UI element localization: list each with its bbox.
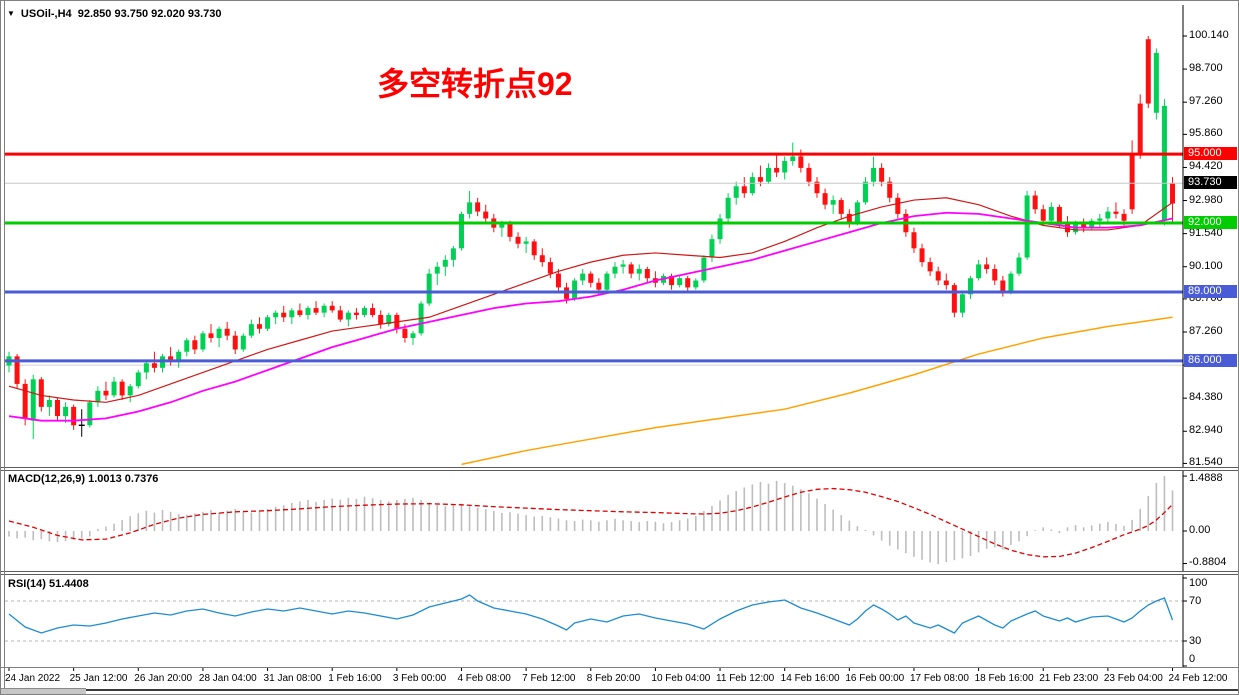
symbol-header: ▼ USOil-,H4 92.850 93.750 92.020 93.730: [7, 8, 222, 20]
time-axis-label: 21 Feb 23:00: [1039, 673, 1099, 684]
time-axis-label: 11 Feb 12:00: [716, 673, 775, 684]
rsi-axis-label: 100: [1189, 577, 1208, 589]
price-axis-label: 95.860: [1189, 127, 1223, 140]
time-axis-label: 18 Feb 16:00: [974, 673, 1034, 684]
window-bottom-border: [1, 689, 1238, 691]
time-axis-label: 17 Feb 08:00: [909, 673, 969, 684]
rsi-bottom-border: [1, 667, 1238, 668]
time-axis-label: 3 Feb 00:00: [392, 673, 447, 684]
macd-axis-label: -0.8804: [1189, 556, 1227, 569]
price-line-badge: 95.000: [1184, 147, 1237, 161]
price-line-badge: 86.000: [1184, 353, 1237, 367]
rsi-axis-label: 30: [1189, 635, 1202, 647]
price-line-badge: 93.730: [1184, 176, 1237, 190]
time-axis-label: 26 Jan 20:00: [134, 673, 193, 684]
macd-label: MACD(12,26,9) 1.0013 0.7376: [8, 473, 159, 485]
macd-axis-label: 0.00: [1189, 524, 1211, 536]
time-axis-label: 24 Jan 2022: [5, 673, 61, 684]
time-axis-label: 31 Jan 08:00: [263, 673, 322, 684]
price-axis-label: 82.940: [1189, 424, 1223, 437]
time-axis-label: 23 Feb 04:00: [1103, 673, 1163, 684]
rsi-label: RSI(14) 51.4408: [8, 578, 89, 590]
price-line-badge: 92.000: [1184, 216, 1237, 230]
window-inner-border: [4, 1, 5, 689]
panel-splitter-macd[interactable]: [1, 467, 1238, 471]
time-axis-label: 24 Feb 12:00: [1168, 673, 1228, 684]
time-axis-label: 28 Jan 04:00: [198, 673, 257, 684]
symbol-quote-text: USOil-,H4 92.850 93.750 92.020 93.730: [20, 8, 222, 20]
time-axis-label: 4 Feb 08:00: [457, 673, 511, 684]
panel-splitter-rsi[interactable]: [1, 571, 1238, 575]
time-axis-label: 16 Feb 00:00: [845, 673, 905, 684]
time-axis-label: 14 Feb 16:00: [780, 673, 840, 684]
price-line-badge: 89.000: [1184, 284, 1237, 298]
price-axis-label: 94.420: [1189, 160, 1223, 173]
time-axis-label: 25 Jan 12:00: [69, 673, 128, 684]
time-axis-label: 10 Feb 04:00: [651, 673, 711, 684]
macd-axis-label: 1.4888: [1189, 472, 1223, 484]
time-axis-label: 8 Feb 20:00: [586, 673, 641, 684]
chevron-down-icon[interactable]: ▼: [7, 9, 15, 18]
price-axis-label: 84.380: [1189, 391, 1223, 404]
price-axis-label: 100.140: [1189, 29, 1229, 41]
rsi-axis-label: 70: [1189, 595, 1202, 607]
price-axis-label: 97.260: [1189, 95, 1223, 108]
annotation-text: 多空转折点92: [377, 66, 573, 102]
status-strip: [1, 688, 86, 694]
price-axis-label: 91.540: [1189, 226, 1223, 239]
rsi-axis-label: 0: [1189, 653, 1196, 665]
price-axis-label: 92.980: [1189, 193, 1223, 206]
time-axis-label: 1 Feb 16:00: [328, 673, 382, 684]
time-axis-label: 7 Feb 12:00: [522, 673, 576, 684]
price-axis-label: 90.100: [1189, 259, 1223, 272]
price-axis-label: 98.700: [1189, 62, 1223, 75]
price-axis-label: 87.260: [1189, 324, 1223, 337]
price-axis-label: 81.540: [1189, 456, 1223, 469]
